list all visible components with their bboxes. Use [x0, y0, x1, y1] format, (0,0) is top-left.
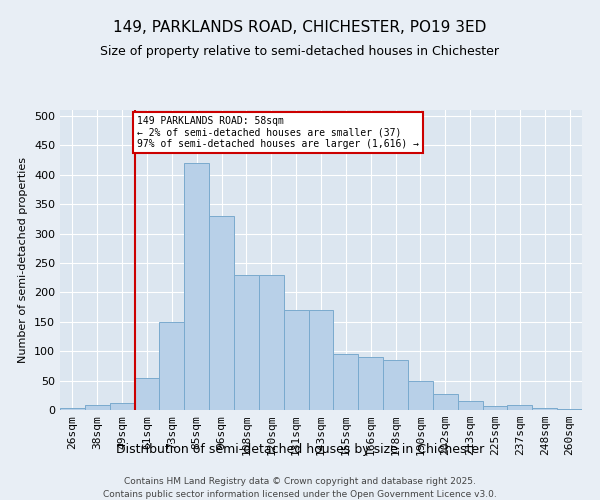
Bar: [184, 163, 209, 410]
Bar: [110, 403, 134, 410]
Bar: [433, 394, 458, 410]
Text: Size of property relative to semi-detached houses in Chichester: Size of property relative to semi-detach…: [101, 45, 499, 58]
Bar: [508, 404, 532, 410]
Bar: [383, 360, 408, 410]
Text: 149, PARKLANDS ROAD, CHICHESTER, PO19 3ED: 149, PARKLANDS ROAD, CHICHESTER, PO19 3E…: [113, 20, 487, 35]
Bar: [85, 404, 110, 410]
Bar: [557, 409, 582, 410]
Text: 149 PARKLANDS ROAD: 58sqm
← 2% of semi-detached houses are smaller (37)
97% of s: 149 PARKLANDS ROAD: 58sqm ← 2% of semi-d…: [137, 116, 419, 149]
Bar: [532, 408, 557, 410]
Bar: [482, 406, 508, 410]
Bar: [458, 401, 482, 410]
Bar: [408, 380, 433, 410]
Text: Distribution of semi-detached houses by size in Chichester: Distribution of semi-detached houses by …: [116, 442, 484, 456]
Bar: [308, 310, 334, 410]
Bar: [234, 274, 259, 410]
Bar: [259, 274, 284, 410]
Bar: [209, 216, 234, 410]
Bar: [60, 408, 85, 410]
Bar: [284, 310, 308, 410]
Bar: [334, 354, 358, 410]
Bar: [134, 378, 160, 410]
Text: Contains public sector information licensed under the Open Government Licence v3: Contains public sector information licen…: [103, 490, 497, 499]
Y-axis label: Number of semi-detached properties: Number of semi-detached properties: [19, 157, 28, 363]
Bar: [160, 322, 184, 410]
Bar: [358, 357, 383, 410]
Text: Contains HM Land Registry data © Crown copyright and database right 2025.: Contains HM Land Registry data © Crown c…: [124, 478, 476, 486]
